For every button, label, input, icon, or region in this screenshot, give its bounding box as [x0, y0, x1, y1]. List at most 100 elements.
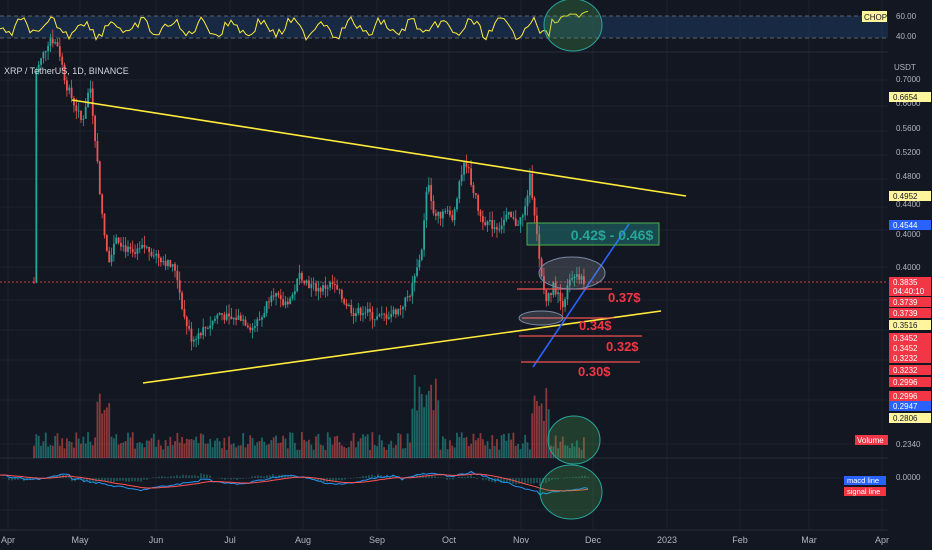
- candle-body: [580, 276, 583, 280]
- candle-body: [467, 167, 470, 169]
- candle-body: [80, 110, 82, 120]
- volume-bar: [218, 441, 221, 458]
- volume-bar: [143, 447, 146, 458]
- support-ellipse[interactable]: [518, 310, 564, 326]
- price-axis: USDT CHOP 60.00 40.00 0.7000 0.6000 0.5600…: [844, 0, 932, 550]
- volume-bar: [432, 410, 435, 458]
- candle-body: [536, 215, 538, 235]
- candle-body: [239, 315, 242, 321]
- candle-body: [486, 221, 489, 226]
- candle-body: [547, 293, 550, 302]
- candle-body: [54, 42, 57, 44]
- blue-support-trendline[interactable]: [532, 223, 630, 368]
- candle-body: [397, 308, 400, 315]
- candle-body: [120, 242, 122, 247]
- candle-body: [312, 283, 315, 285]
- candle-body: [237, 315, 240, 320]
- volume-bar: [489, 448, 491, 458]
- price-badge-bg: [889, 320, 931, 330]
- candle-body: [392, 309, 395, 314]
- macd-line: [0, 470, 589, 496]
- price-badge: 0.3739: [893, 298, 918, 307]
- symbol-label[interactable]: XRP / TetherUS, 1D, BINANCE: [4, 66, 129, 76]
- candle-body: [352, 313, 355, 317]
- target-zone-label: 0.42$ - 0.46$: [571, 227, 654, 243]
- candle-body: [578, 274, 581, 280]
- candle-body: [254, 326, 256, 328]
- candle-body: [157, 253, 160, 258]
- volume-bar: [258, 441, 261, 458]
- candle-body: [543, 276, 545, 290]
- candle-body: [101, 194, 104, 214]
- volume-bar: [296, 449, 299, 458]
- volume-bar: [47, 446, 49, 458]
- volume-bar: [315, 436, 317, 458]
- volume-bar: [174, 441, 176, 458]
- candle-body: [162, 261, 165, 263]
- candle-body: [489, 220, 491, 222]
- candle-body: [223, 314, 226, 320]
- volume-bar: [514, 446, 517, 458]
- candle-body: [207, 328, 209, 330]
- volume-bar: [124, 441, 127, 458]
- candle-body: [108, 250, 111, 263]
- volume-bar: [185, 438, 188, 458]
- candle-body: [242, 319, 245, 321]
- price-badge: 0.2806: [893, 414, 918, 423]
- price-badge: 0.3232: [893, 366, 918, 375]
- candle-body: [195, 339, 198, 341]
- price-badge-bg: [889, 333, 931, 343]
- chop-tick: 40.00: [896, 32, 917, 41]
- volume-bar: [559, 441, 562, 458]
- candle-body: [463, 162, 465, 175]
- price-badge: 0.3452: [893, 334, 918, 343]
- volume-bar: [270, 440, 273, 458]
- price-badge-bg: [889, 377, 931, 387]
- volume-bar: [423, 407, 425, 458]
- volume-bar: [113, 438, 115, 458]
- price-badge: 0.4952: [893, 192, 918, 201]
- candle-body: [510, 211, 512, 218]
- resistance-trendline[interactable]: [71, 99, 687, 197]
- volume-bar: [82, 436, 85, 458]
- candle-body: [521, 215, 524, 218]
- price-tick: 0.5200: [896, 148, 921, 157]
- candle-body: [305, 280, 308, 284]
- volume-bar: [580, 449, 583, 458]
- candle-body: [44, 51, 47, 53]
- candle-body: [479, 210, 482, 217]
- candle-body: [561, 301, 564, 308]
- volume-bar: [583, 437, 585, 458]
- volume-bar: [289, 432, 292, 458]
- volume-bar: [56, 433, 59, 458]
- candle-body: [84, 106, 87, 119]
- volume-bar: [188, 439, 190, 458]
- volume-bar: [207, 443, 209, 458]
- consolidation-ellipse[interactable]: [538, 256, 606, 290]
- candle-body: [533, 197, 536, 216]
- volume-bar: [192, 439, 195, 458]
- candle-body: [385, 314, 388, 319]
- price-tick: 0.7000: [896, 75, 921, 84]
- price-badge-bg: [889, 286, 931, 296]
- volume-bar: [362, 434, 364, 458]
- volume-bar: [246, 444, 249, 458]
- candle-body: [183, 309, 186, 317]
- price-badge-bg: [889, 92, 931, 102]
- volume-bar: [232, 443, 235, 458]
- volume-bar: [470, 443, 472, 458]
- volume-bar: [496, 439, 498, 458]
- volume-bar: [427, 390, 430, 458]
- support-trendline[interactable]: [142, 310, 662, 384]
- candle-body: [317, 287, 320, 292]
- target-zone-box[interactable]: [526, 222, 660, 246]
- candle-body: [134, 252, 136, 254]
- candle-body: [164, 261, 167, 267]
- candle-body: [423, 220, 425, 250]
- volume-bar: [108, 403, 111, 458]
- candle-body: [192, 339, 195, 342]
- candle-body: [49, 38, 52, 46]
- level-label-034: 0.34$: [579, 318, 612, 333]
- volume-bar: [242, 433, 245, 458]
